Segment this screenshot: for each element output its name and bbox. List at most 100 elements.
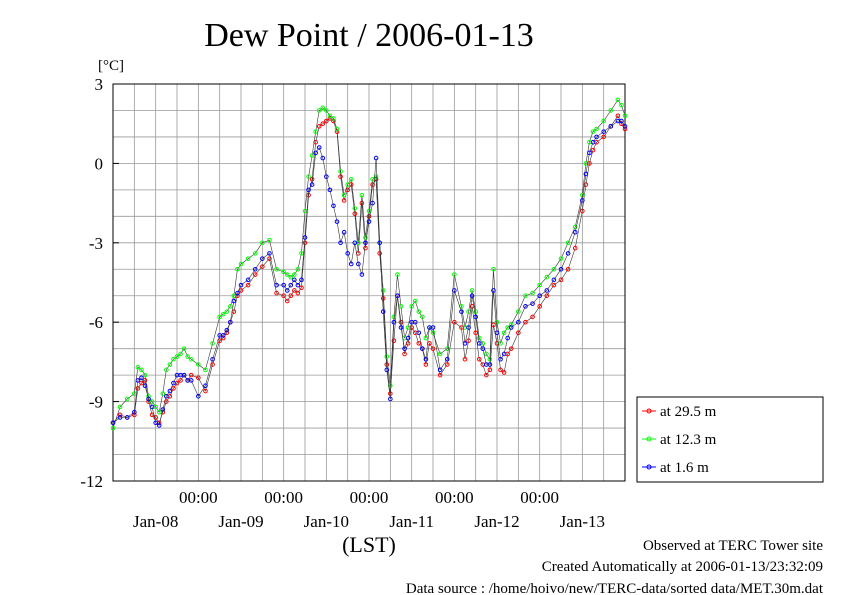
data-point: [580, 192, 585, 198]
x-date-label: Jan-11: [389, 512, 434, 531]
data-point: [210, 356, 215, 362]
data-point: [334, 219, 340, 224]
data-point: [313, 150, 318, 156]
data-point: [370, 200, 375, 206]
data-point: [398, 325, 404, 330]
data-point: [309, 182, 315, 187]
data-point: [537, 304, 542, 309]
data-point: [302, 235, 308, 240]
data-point: [551, 282, 557, 288]
data-point: [231, 298, 237, 304]
data-point: [622, 113, 628, 119]
data-point: [437, 351, 443, 357]
data-point: [196, 375, 201, 381]
data-point: [295, 290, 301, 296]
data-point: [295, 282, 301, 288]
data-point: [164, 394, 169, 399]
data-point: [558, 266, 564, 272]
data-point: [327, 187, 333, 193]
data-point: [231, 293, 237, 299]
data-point: [267, 237, 272, 243]
series-line: [112, 99, 626, 429]
data-point: [491, 266, 496, 272]
data-point: [139, 380, 144, 386]
data-point: [135, 364, 141, 370]
x-axis-label: (LST): [342, 532, 396, 557]
data-point: [171, 356, 176, 362]
data-point: [587, 150, 592, 156]
data-point: [505, 335, 510, 341]
data-point: [171, 380, 176, 386]
data-point: [185, 354, 190, 359]
data-point: [437, 367, 443, 373]
data-point: [363, 240, 368, 246]
series-group: [110, 97, 628, 431]
data-point: [508, 325, 514, 330]
data-point: [309, 176, 315, 182]
data-point: [594, 134, 599, 140]
data-point: [331, 116, 336, 121]
data-point: [516, 309, 521, 314]
data-point: [565, 251, 571, 256]
data-point: [316, 124, 322, 129]
data-point: [320, 105, 326, 111]
data-point: [228, 319, 233, 325]
data-point: [295, 266, 301, 272]
data-point: [288, 293, 294, 299]
data-point: [338, 174, 343, 179]
data-point: [601, 129, 606, 134]
data-point: [398, 304, 404, 309]
data-point: [348, 176, 354, 182]
data-point: [124, 415, 130, 420]
data-point: [252, 272, 258, 277]
footer-created: Created Automatically at 2006-01-13/23:3…: [542, 559, 823, 575]
chart-title: Dew Point / 2006-01-13: [204, 17, 534, 54]
data-point: [565, 266, 571, 272]
data-point: [313, 129, 318, 134]
x-date-label: Jan-13: [560, 512, 605, 531]
data-point: [608, 108, 614, 113]
data-point: [142, 378, 148, 383]
data-point: [608, 124, 614, 129]
data-point: [572, 229, 578, 235]
data-point: [341, 229, 347, 235]
data-point: [420, 314, 425, 320]
data-point: [494, 319, 500, 325]
data-point: [384, 354, 390, 359]
data-point: [338, 169, 343, 174]
data-point: [117, 404, 123, 410]
data-point: [416, 341, 422, 346]
data-point: [217, 314, 222, 320]
legend-label: at 12.3 m: [660, 432, 717, 448]
data-point: [299, 285, 304, 291]
data-point: [551, 266, 557, 272]
data-point: [281, 282, 286, 288]
data-point: [619, 102, 624, 108]
data-point: [501, 370, 507, 375]
data-point: [359, 192, 365, 198]
data-point: [487, 362, 493, 367]
data-point: [444, 362, 450, 367]
data-point: [235, 266, 240, 272]
data-point: [466, 325, 471, 330]
data-point: [516, 330, 521, 336]
data-point: [615, 97, 621, 103]
data-point: [252, 266, 258, 272]
x-tick-label: 00:00: [520, 488, 559, 507]
data-point: [284, 272, 290, 277]
y-tick-label: 0: [95, 154, 104, 173]
data-point: [501, 351, 507, 357]
data-point: [117, 415, 123, 420]
data-point: [220, 311, 226, 317]
data-point: [188, 372, 194, 378]
data-point: [203, 388, 208, 394]
x-date-label: Jan-12: [474, 512, 519, 531]
data-point: [484, 372, 489, 378]
data-point: [491, 288, 496, 293]
data-point: [288, 282, 294, 288]
data-point: [416, 330, 422, 336]
data-point: [174, 354, 180, 359]
data-point: [299, 277, 304, 283]
x-tick-label: 00:00: [350, 488, 389, 507]
data-point: [345, 251, 350, 256]
